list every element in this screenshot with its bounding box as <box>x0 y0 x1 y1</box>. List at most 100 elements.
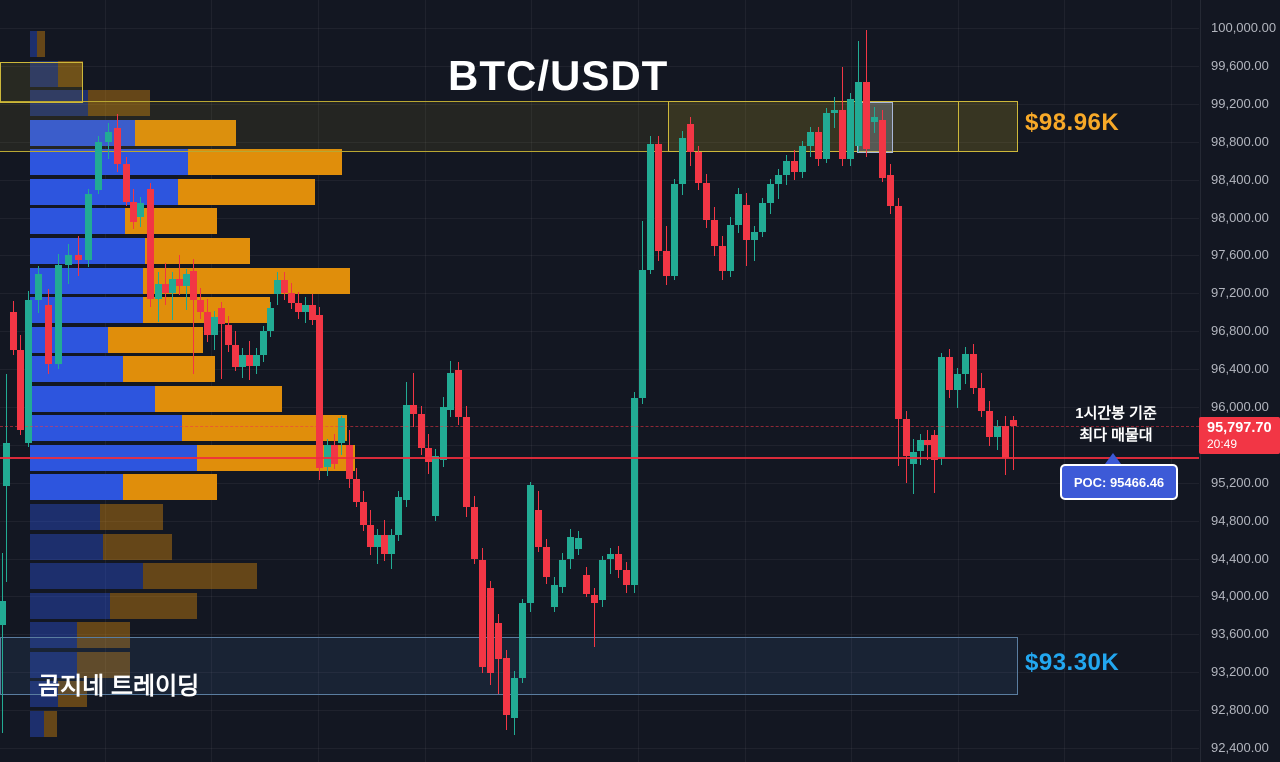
price-tick-label: 94,000.00 <box>1211 588 1269 604</box>
candle-body <box>839 110 846 159</box>
candle-body <box>946 356 953 390</box>
volume-profile-row <box>30 208 217 235</box>
poc-tooltip-arrow-icon <box>1105 453 1121 464</box>
volume-profile-row <box>30 504 163 530</box>
poc-tooltip-label: POC: 95466.46 <box>1073 474 1165 490</box>
volume-profile-row <box>30 651 130 678</box>
candle-body <box>418 413 425 448</box>
volume-buy-bar <box>30 385 155 412</box>
candle-body <box>147 189 154 299</box>
candle-wick <box>179 255 180 296</box>
volume-profile-row <box>30 622 130 649</box>
candle-body <box>994 425 1001 438</box>
last-price-time: 20:49 <box>1207 437 1238 451</box>
price-axis[interactable]: 100,000.00 99,600.00 99,200.00 98,800.00 98,… <box>1200 0 1280 762</box>
candle-body <box>403 405 410 500</box>
candle-body <box>759 203 766 232</box>
price-tick-label: 96,400.00 <box>1211 361 1269 377</box>
volume-sell-bar <box>123 474 217 501</box>
volume-sell-bar <box>103 533 172 560</box>
candle-body <box>353 478 360 502</box>
candle-body <box>55 264 62 365</box>
candle-body <box>281 280 288 294</box>
candle-body <box>45 304 52 365</box>
candle-body <box>703 183 710 221</box>
volume-sell-bar <box>108 326 203 353</box>
grid-hline <box>0 748 1199 749</box>
volume-buy-bar <box>30 592 110 619</box>
grid-hline <box>0 331 1199 333</box>
candle-body <box>218 308 225 325</box>
support-zone-label[interactable]: $93.30K <box>1025 649 1120 676</box>
poc-annotation-text[interactable]: 1시간봉 기준 최다 매물대 <box>1052 403 1180 447</box>
candle-body <box>309 304 316 320</box>
candle-body <box>162 283 169 294</box>
candle-body <box>295 302 302 313</box>
candle-body <box>623 569 630 586</box>
candle-body <box>559 559 566 587</box>
candle-body <box>519 603 526 678</box>
candle-body <box>783 160 790 175</box>
candle-body <box>260 331 267 355</box>
candle-wick <box>2 552 3 733</box>
price-tick-label: 97,600.00 <box>1211 247 1269 263</box>
grid-hline <box>0 672 1199 674</box>
candle-body <box>253 354 260 367</box>
price-tick-label: 92,400.00 <box>1211 740 1269 755</box>
candle-wick <box>913 439 914 495</box>
candle-body <box>917 440 924 452</box>
candle-body <box>903 419 910 457</box>
price-tick-label: 99,200.00 <box>1211 95 1269 111</box>
grid-hline <box>0 444 1199 446</box>
volume-buy-bar <box>30 149 188 176</box>
candle-wick <box>594 587 595 647</box>
resistance-zone-label[interactable]: $98.96K <box>1025 109 1120 136</box>
candle-body <box>479 559 486 667</box>
candle-body <box>232 345 239 368</box>
volume-profile-row <box>30 415 347 442</box>
volume-sell-bar <box>123 356 215 383</box>
grid-vline <box>638 0 639 762</box>
candle-body <box>727 225 734 272</box>
grid-hline <box>0 710 1199 712</box>
candle-body <box>895 206 902 420</box>
volume-sell-bar <box>100 504 163 530</box>
poc-line[interactable] <box>0 456 1199 459</box>
candle-body <box>130 202 137 223</box>
candle-body <box>631 398 638 585</box>
volume-buy-bar <box>30 31 37 57</box>
grid-hline <box>0 141 1199 143</box>
candle-body <box>743 205 750 241</box>
candle-body <box>360 501 367 526</box>
zone-divider <box>958 101 959 152</box>
candle-body <box>887 174 894 207</box>
candle-body <box>114 128 121 165</box>
annotation-line2: 최다 매물대 <box>1079 427 1153 444</box>
candle-body <box>1010 420 1017 427</box>
volume-sell-bar <box>77 651 130 678</box>
candle-body <box>938 356 945 459</box>
volume-profile-row <box>30 60 83 87</box>
grid-vline <box>745 0 746 762</box>
volume-sell-bar <box>44 710 57 737</box>
grid-vline <box>851 0 852 762</box>
chart-plot-area[interactable] <box>0 0 1200 762</box>
candle-wick <box>221 301 222 380</box>
candle-wick <box>934 429 935 494</box>
volume-buy-bar <box>30 90 88 117</box>
grid-hline <box>0 369 1199 371</box>
channel-watermark: 곰지네 트레이딩 <box>38 673 200 700</box>
candle-wick <box>165 262 166 305</box>
candle-body <box>511 677 518 718</box>
volume-sell-bar <box>88 90 150 117</box>
candle-body <box>211 316 218 335</box>
poc-tooltip[interactable]: POC: 95466.46 <box>1060 464 1178 500</box>
last-price-value: 95,797.70 <box>1207 420 1272 436</box>
volume-profile-row <box>30 385 282 412</box>
candle-wick <box>172 272 173 320</box>
zone-left-supply-box[interactable] <box>0 62 83 103</box>
volume-buy-bar <box>30 415 182 442</box>
candle-body <box>751 231 758 241</box>
candle-body <box>775 174 782 185</box>
